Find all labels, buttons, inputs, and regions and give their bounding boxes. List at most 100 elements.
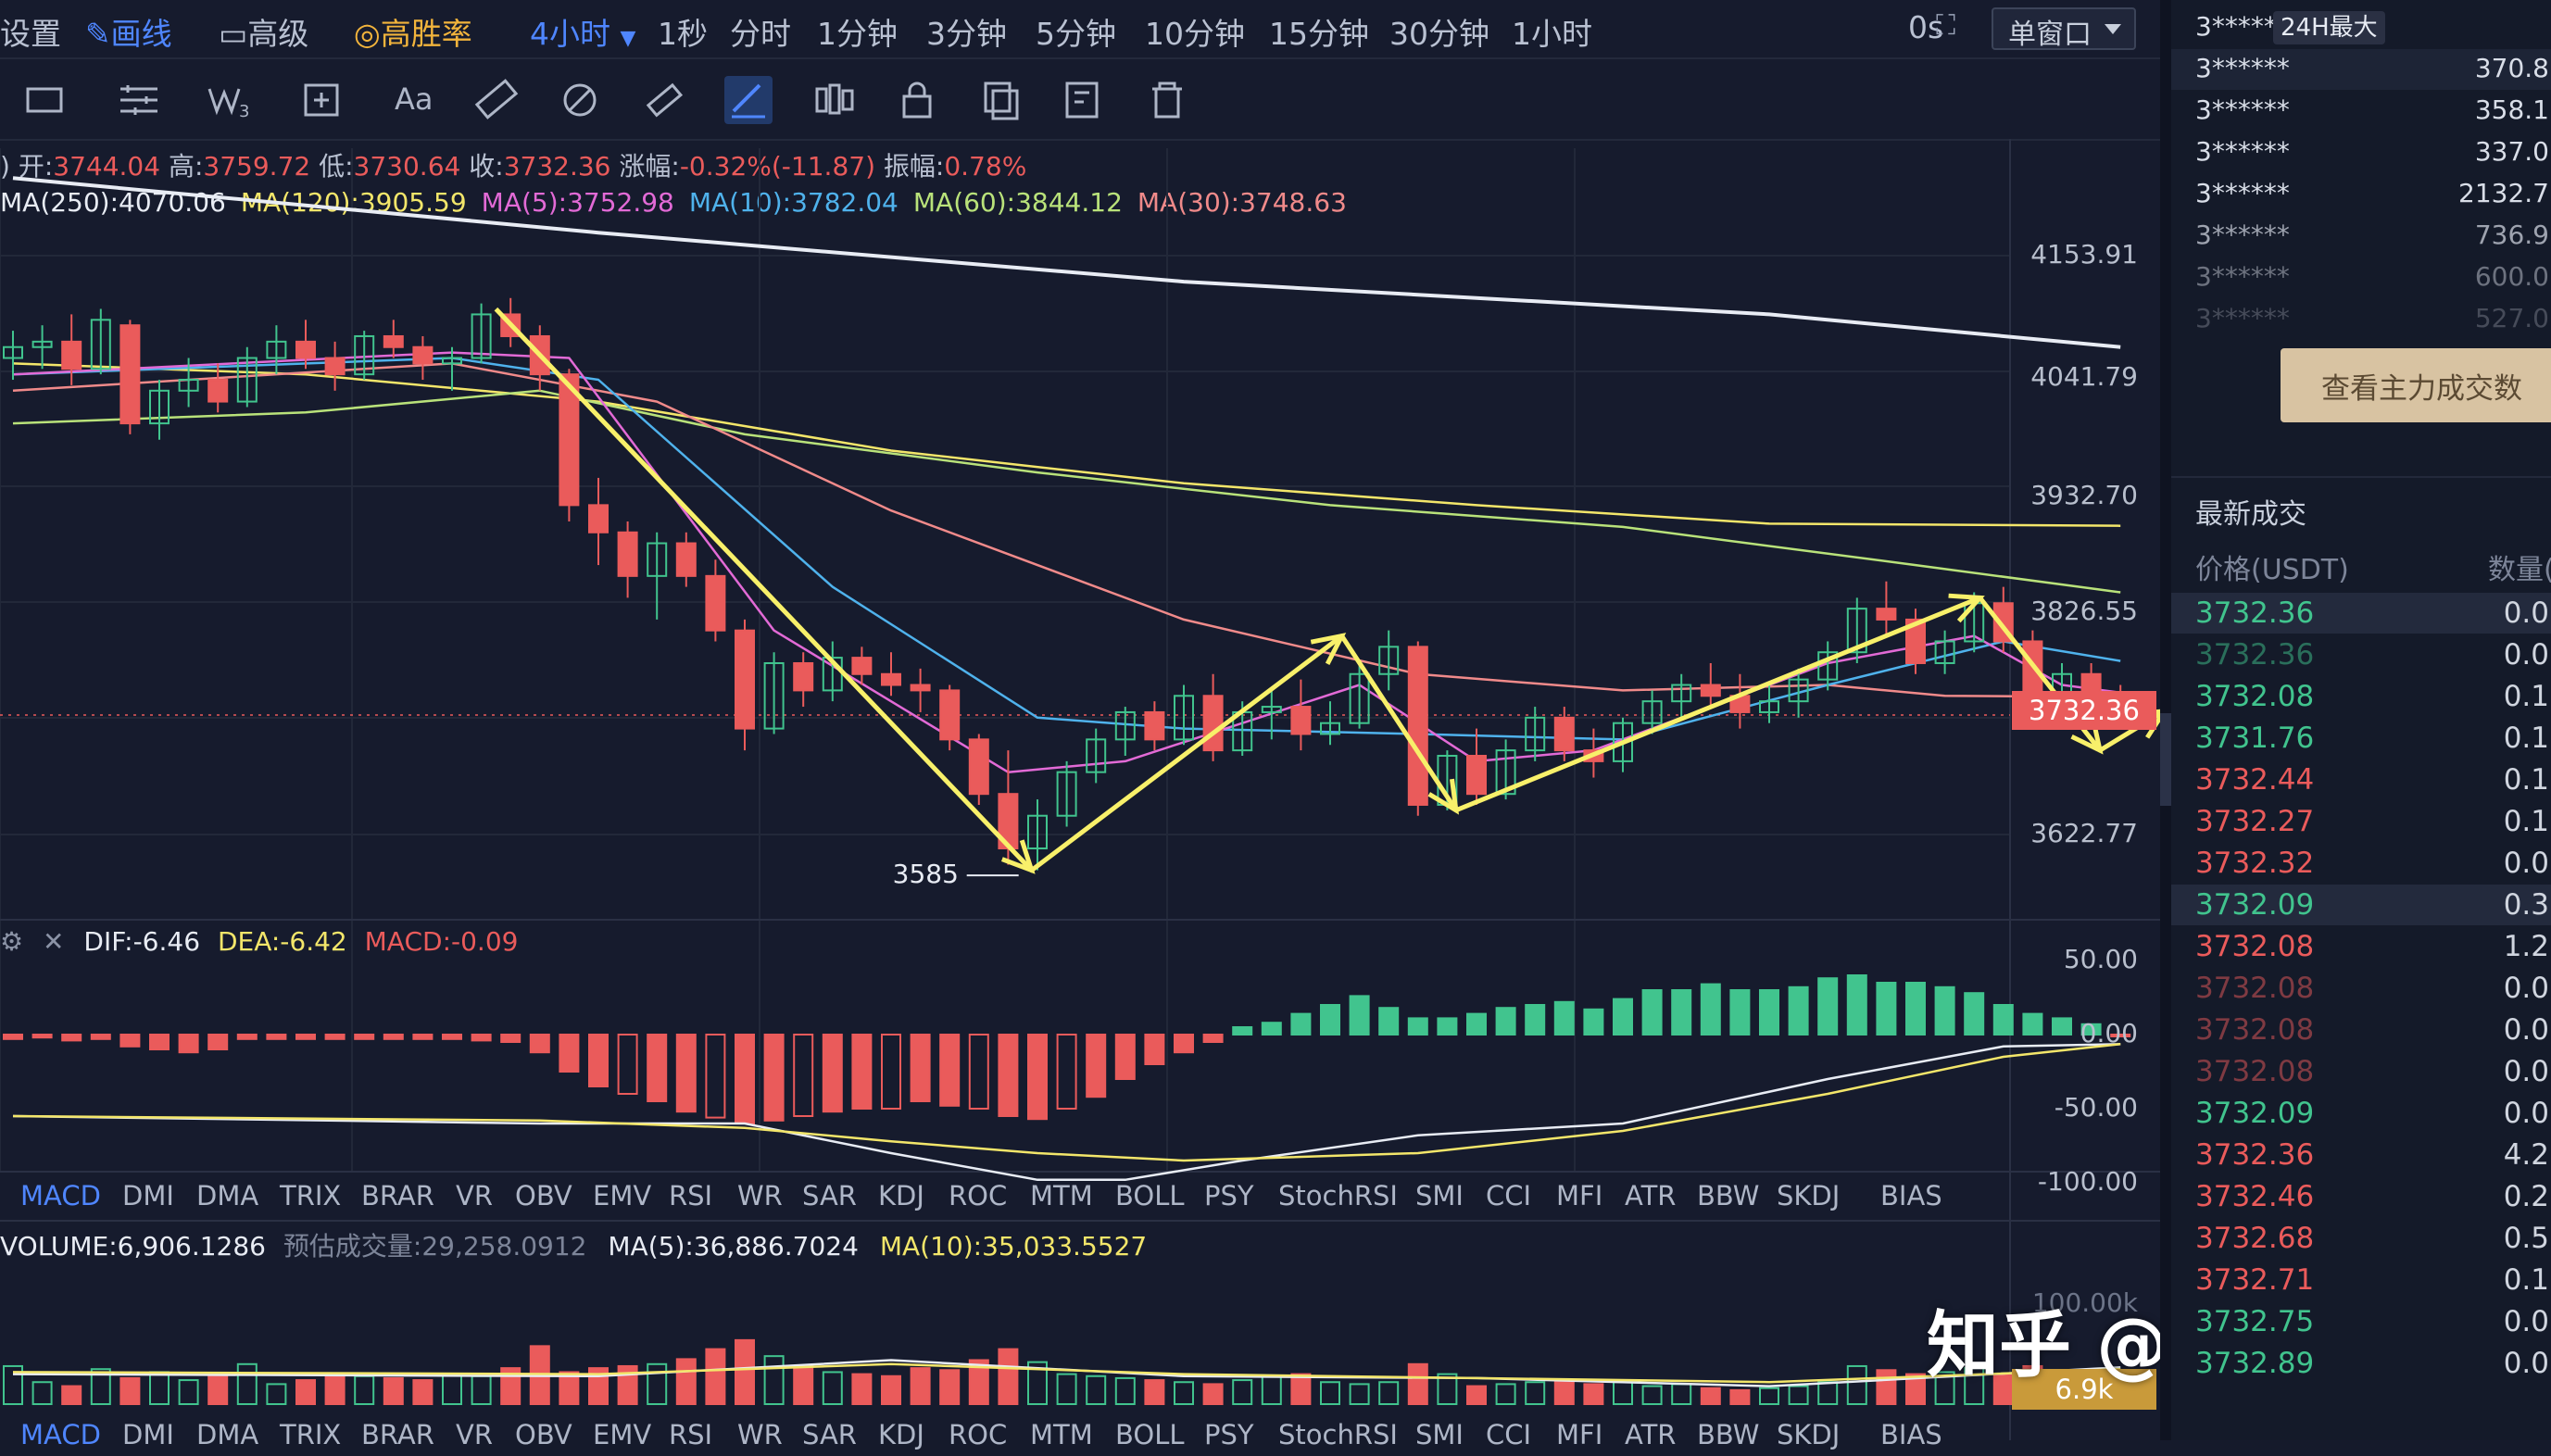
win-rate-button[interactable]: ◎高胜率 xyxy=(354,9,472,54)
indicator-tab-dma[interactable]: DMA xyxy=(196,1419,259,1450)
gear-icon[interactable]: ⚙ xyxy=(0,926,24,957)
indicator-tab-wr[interactable]: WR xyxy=(737,1419,783,1450)
indicator-tab-brar[interactable]: BRAR xyxy=(361,1180,434,1211)
indicator-tab-bbw[interactable]: BBW xyxy=(1697,1180,1760,1211)
indicator-tab-psy[interactable]: PSY xyxy=(1204,1419,1254,1450)
indicator-tab-roc[interactable]: ROC xyxy=(949,1180,1008,1211)
indicator-tab-macd[interactable]: MACD xyxy=(20,1180,101,1211)
indicator-tab-bias[interactable]: BIAS xyxy=(1880,1180,1942,1211)
indicator-tab-emv[interactable]: EMV xyxy=(593,1180,652,1211)
indicator-tab-atr[interactable]: ATR xyxy=(1625,1180,1677,1211)
draw-button[interactable]: ✎画线 xyxy=(85,9,172,54)
interval-dropdown[interactable]: 4小时 ▼ xyxy=(530,9,635,54)
indicator-tab-vr[interactable]: VR xyxy=(456,1419,493,1450)
delete-tool-icon[interactable] xyxy=(1143,76,1191,124)
change-value: -0.32%(-11.87) xyxy=(679,151,875,182)
indicator-tab-boll[interactable]: BOLL xyxy=(1115,1180,1185,1211)
indicator-tab-smi[interactable]: SMI xyxy=(1415,1419,1464,1450)
interval-8[interactable]: 1小时 xyxy=(1512,16,1592,52)
magnet-tool-icon[interactable] xyxy=(556,76,604,124)
interval-4[interactable]: 5分钟 xyxy=(1036,16,1116,52)
indicator-tab-mfi[interactable]: MFI xyxy=(1556,1419,1603,1450)
indicator-tab-cci[interactable]: CCI xyxy=(1486,1180,1532,1211)
volume-bar xyxy=(1495,1383,1516,1406)
indicator-tab-psy[interactable]: PSY xyxy=(1204,1180,1254,1211)
indicator-tab-vr[interactable]: VR xyxy=(456,1180,493,1211)
interval-1[interactable]: 分时 xyxy=(730,16,791,52)
lock-tool-icon[interactable] xyxy=(893,76,941,124)
close-icon[interactable]: ✕ xyxy=(43,926,65,957)
text-tool-icon[interactable]: Aa xyxy=(391,76,439,124)
volume-bar xyxy=(1349,1383,1370,1406)
indicator-tab-cci[interactable]: CCI xyxy=(1486,1419,1532,1450)
indicator-tab-sar[interactable]: SAR xyxy=(802,1180,857,1211)
indicator-tab-rsi[interactable]: RSI xyxy=(669,1419,713,1450)
trade-price: 3732.08 xyxy=(2195,972,2315,1005)
indicator-tab-mtm[interactable]: MTM xyxy=(1030,1180,1093,1211)
indicator-tab-bbw[interactable]: BBW xyxy=(1697,1419,1760,1450)
candle-up xyxy=(1349,672,1370,724)
indicator-tab-bias[interactable]: BIAS xyxy=(1880,1419,1942,1450)
indicator-tab-smi[interactable]: SMI xyxy=(1415,1180,1464,1211)
indicator-tab-dma[interactable]: DMA xyxy=(196,1180,259,1211)
indicator-tab-macd[interactable]: MACD xyxy=(20,1419,101,1450)
macd-hist-bar xyxy=(1788,985,1809,1036)
wave-tool-icon[interactable]: 3 xyxy=(206,76,254,124)
advanced-button[interactable]: ▭高级 xyxy=(219,9,308,54)
draw-line-tool-icon[interactable] xyxy=(724,76,773,124)
indicator-tab-sar[interactable]: SAR xyxy=(802,1419,857,1450)
indicator-tab-mtm[interactable]: MTM xyxy=(1030,1419,1093,1450)
indicator-tab-skdj[interactable]: SKDJ xyxy=(1777,1180,1841,1211)
rectangle-tool-icon[interactable] xyxy=(20,76,69,124)
interval-7[interactable]: 30分钟 xyxy=(1389,16,1489,52)
ruler-tool-icon[interactable] xyxy=(472,76,521,124)
collapse-handle[interactable] xyxy=(2160,713,2171,806)
candle-down xyxy=(1553,716,1575,752)
indicator-tab-kdj[interactable]: KDJ xyxy=(878,1419,924,1450)
panel-divider[interactable] xyxy=(2160,0,2171,1440)
indicator-tab-dmi[interactable]: DMI xyxy=(122,1180,174,1211)
macd-value: MACD:-0.09 xyxy=(364,926,519,957)
indicator-tab-trix[interactable]: TRIX xyxy=(280,1180,342,1211)
view-main-trades-button[interactable]: 查看主力成交数 xyxy=(2281,348,2551,422)
interval-5[interactable]: 10分钟 xyxy=(1145,16,1245,52)
candles-tool-icon[interactable] xyxy=(810,76,858,124)
indicator-tab-brar[interactable]: BRAR xyxy=(361,1419,434,1450)
indicator-tab-trix[interactable]: TRIX xyxy=(280,1419,342,1450)
copy-tool-icon[interactable] xyxy=(976,76,1024,124)
indicator-tab-kdj[interactable]: KDJ xyxy=(878,1180,924,1211)
indicator-tab-stochrsi[interactable]: StochRSI xyxy=(1278,1180,1398,1211)
indicator-tab-atr[interactable]: ATR xyxy=(1625,1419,1677,1450)
parallel-lines-tool-icon[interactable] xyxy=(115,76,163,124)
indicator-tab-obv[interactable]: OBV xyxy=(515,1180,572,1211)
volume-bar xyxy=(998,1348,1019,1405)
settings-button[interactable]: 设置 xyxy=(0,16,61,52)
interval-3[interactable]: 3分钟 xyxy=(926,16,1007,52)
indicator-tab-rsi[interactable]: RSI xyxy=(669,1180,713,1211)
amplitude-label: 振幅: xyxy=(883,151,945,182)
indicator-tab-mfi[interactable]: MFI xyxy=(1556,1180,1603,1211)
volume-bar xyxy=(1525,1381,1546,1405)
candle-down xyxy=(998,793,1019,850)
edit-tool-icon[interactable] xyxy=(1060,76,1108,124)
indicator-tab-obv[interactable]: OBV xyxy=(515,1419,572,1450)
interval-6[interactable]: 15分钟 xyxy=(1269,16,1369,52)
interval-0[interactable]: 1秒 xyxy=(658,16,708,52)
candle-up xyxy=(236,357,258,403)
measure-tool-icon[interactable] xyxy=(298,76,346,124)
indicator-tab-roc[interactable]: ROC xyxy=(949,1419,1008,1450)
candle-up xyxy=(1495,749,1516,796)
candle-down xyxy=(851,657,873,675)
window-mode-select[interactable]: 单窗口 xyxy=(1992,7,2136,51)
indicator-tab-dmi[interactable]: DMI xyxy=(122,1419,174,1450)
indicator-tab-skdj[interactable]: SKDJ xyxy=(1777,1419,1841,1450)
candle-up xyxy=(1378,646,1400,675)
eraser-tool-icon[interactable] xyxy=(639,76,687,124)
indicator-tab-emv[interactable]: EMV xyxy=(593,1419,652,1450)
fullscreen-icon[interactable]: ⛶ xyxy=(1936,9,1955,42)
macd-hist-bar xyxy=(1027,1034,1048,1121)
indicator-tab-stochrsi[interactable]: StochRSI xyxy=(1278,1419,1398,1450)
indicator-tab-wr[interactable]: WR xyxy=(737,1180,783,1211)
indicator-tab-boll[interactable]: BOLL xyxy=(1115,1419,1185,1450)
interval-2[interactable]: 1分钟 xyxy=(817,16,898,52)
